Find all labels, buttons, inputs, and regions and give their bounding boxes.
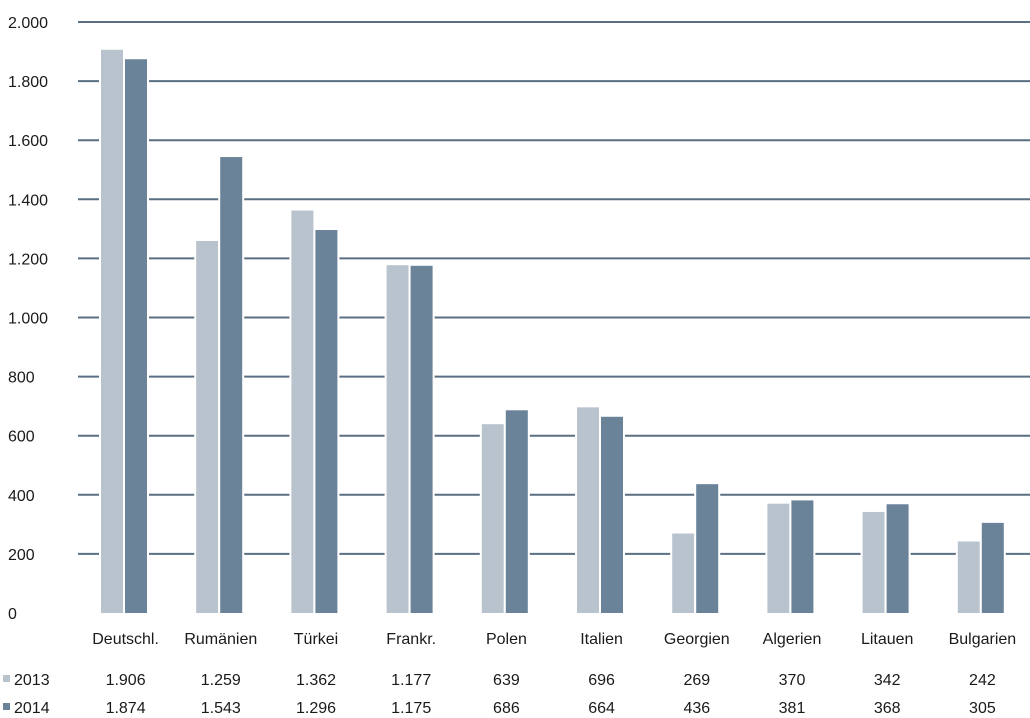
table-value: 696 xyxy=(588,672,615,689)
table-value: 1.362 xyxy=(296,672,336,689)
table-value: 664 xyxy=(588,700,615,717)
bar-2013 xyxy=(291,210,314,614)
bar-2014 xyxy=(125,59,147,613)
y-tick-label: 600 xyxy=(8,429,35,446)
table-value: 1.874 xyxy=(106,700,146,717)
legend-swatch-2014 xyxy=(3,703,10,710)
bar-2014 xyxy=(220,157,243,613)
table-value: 1.259 xyxy=(201,672,241,689)
bar-2014 xyxy=(315,230,338,614)
legend-label: 2014 xyxy=(14,700,50,717)
table-value: 1.296 xyxy=(296,700,336,717)
table-value: 242 xyxy=(969,672,996,689)
bar-2014 xyxy=(505,410,528,613)
category-label: Frankr. xyxy=(386,631,436,648)
table-value: 368 xyxy=(874,700,901,717)
table-value: 342 xyxy=(874,672,901,689)
category-label: Litauen xyxy=(861,631,914,648)
category-label: Bulgarien xyxy=(949,631,1017,648)
table-value: 305 xyxy=(969,700,996,717)
bar-2013 xyxy=(481,424,504,613)
table-value: 1.177 xyxy=(391,672,431,689)
category-label: Polen xyxy=(486,631,527,648)
table-value: 436 xyxy=(683,700,710,717)
table-value: 1.543 xyxy=(201,700,241,717)
y-tick-label: 1.800 xyxy=(8,74,48,91)
bar-2013 xyxy=(957,541,980,613)
category-labels: Deutschl. Rumänien Türkei Frankr. Polen Itali… xyxy=(92,631,1016,648)
table-value: 1.175 xyxy=(391,700,431,717)
bar-2014 xyxy=(696,484,719,613)
y-tick-label: 2.000 xyxy=(8,15,48,32)
bar-2014 xyxy=(981,522,1004,613)
bar-2014 xyxy=(410,265,433,613)
y-tick-label: 1.600 xyxy=(8,133,48,150)
table-value: 639 xyxy=(493,672,520,689)
table-value: 1.906 xyxy=(106,672,146,689)
category-label: Rumänien xyxy=(184,631,257,648)
category-label: Algerien xyxy=(763,631,822,648)
category-label: Türkei xyxy=(294,631,338,648)
y-tick-label: 800 xyxy=(8,370,35,387)
table-value: 686 xyxy=(493,700,520,717)
legend-label: 2013 xyxy=(14,672,50,689)
bar-2013 xyxy=(767,503,790,613)
bars xyxy=(99,49,1006,614)
table-value: 269 xyxy=(683,672,710,689)
y-tick-label: 1.400 xyxy=(8,192,48,209)
bar-2013 xyxy=(862,511,885,613)
y-tick-label: 400 xyxy=(8,488,35,505)
bar-2014 xyxy=(791,500,814,613)
legend-swatch-2013 xyxy=(3,675,10,682)
bar-2013 xyxy=(386,265,409,613)
y-tick-label: 1.200 xyxy=(8,251,48,268)
data-table: 2013 1.906 1.259 1.362 1.177 639 696 269 370 342 2… xyxy=(3,672,996,717)
bar-2014 xyxy=(886,504,909,613)
bar-2013 xyxy=(672,533,695,613)
y-tick-label: 0 xyxy=(8,606,17,623)
y-axis-ticks: 0 200 400 600 800 1.000 1.200 1.400 1.600 1.800 2.… xyxy=(8,15,48,623)
table-value: 370 xyxy=(779,672,806,689)
bar-2013 xyxy=(101,49,123,614)
y-tick-label: 1.000 xyxy=(8,311,48,328)
y-tick-label: 200 xyxy=(8,547,35,564)
bar-2013 xyxy=(577,407,599,613)
bar-2014 xyxy=(601,416,623,613)
bar-2013 xyxy=(196,240,219,613)
table-value: 381 xyxy=(779,700,806,717)
category-label: Italien xyxy=(580,631,623,648)
category-label: Deutschl. xyxy=(92,631,159,648)
category-label: Georgien xyxy=(664,631,730,648)
